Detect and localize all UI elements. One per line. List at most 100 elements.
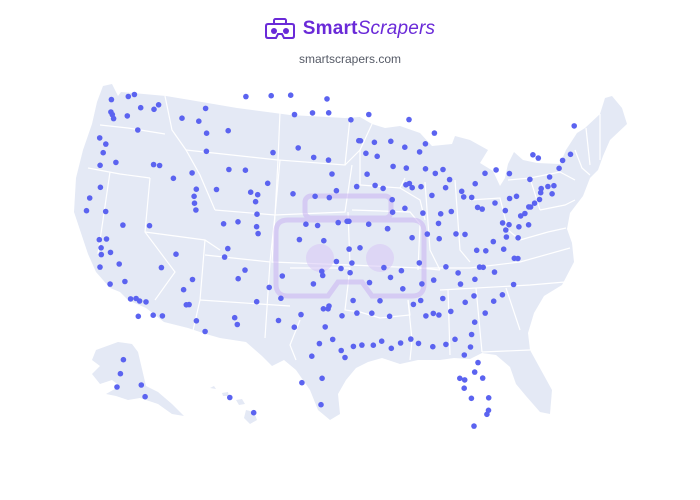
location-marker bbox=[468, 395, 475, 402]
location-marker bbox=[370, 342, 377, 349]
location-marker bbox=[196, 118, 202, 124]
location-marker bbox=[366, 279, 373, 286]
location-marker bbox=[122, 278, 128, 285]
location-marker bbox=[479, 375, 486, 381]
location-marker bbox=[202, 105, 209, 112]
location-marker bbox=[107, 281, 113, 287]
location-marker bbox=[386, 313, 393, 320]
location-marker bbox=[116, 261, 122, 267]
location-marker bbox=[235, 275, 241, 282]
location-marker bbox=[455, 270, 461, 276]
location-marker bbox=[390, 163, 396, 170]
location-marker bbox=[242, 167, 249, 173]
location-marker bbox=[499, 292, 506, 298]
location-marker bbox=[348, 117, 354, 123]
location-marker bbox=[189, 276, 196, 283]
location-marker bbox=[526, 204, 532, 210]
location-marker bbox=[537, 189, 544, 196]
location-marker bbox=[97, 264, 103, 270]
location-marker bbox=[231, 314, 238, 321]
location-marker bbox=[402, 144, 408, 150]
location-marker bbox=[525, 222, 532, 228]
state-border bbox=[264, 261, 271, 339]
location-marker bbox=[326, 194, 333, 201]
location-marker bbox=[378, 338, 385, 345]
location-marker bbox=[309, 353, 315, 360]
location-marker bbox=[135, 127, 141, 133]
location-marker bbox=[538, 185, 544, 192]
location-marker bbox=[319, 268, 325, 275]
location-marker bbox=[202, 328, 208, 335]
state-border bbox=[87, 167, 151, 179]
location-marker bbox=[324, 96, 330, 102]
location-marker bbox=[536, 196, 543, 203]
location-marker bbox=[430, 310, 437, 317]
location-marker bbox=[86, 195, 93, 201]
location-marker bbox=[369, 310, 375, 317]
location-marker bbox=[422, 141, 429, 147]
location-marker bbox=[158, 264, 165, 271]
location-marker bbox=[436, 312, 442, 318]
location-marker bbox=[490, 298, 497, 305]
location-marker bbox=[515, 235, 521, 241]
location-marker bbox=[422, 166, 429, 172]
location-marker bbox=[333, 258, 340, 265]
location-marker bbox=[567, 151, 574, 158]
state-border bbox=[424, 181, 441, 271]
location-marker bbox=[473, 247, 480, 254]
location-marker bbox=[203, 148, 210, 155]
location-marker bbox=[150, 161, 157, 168]
location-marker bbox=[435, 220, 442, 227]
state-border bbox=[481, 349, 531, 353]
location-marker bbox=[429, 192, 435, 199]
location-marker-alaska bbox=[142, 393, 148, 400]
location-marker bbox=[335, 219, 342, 226]
location-marker bbox=[402, 205, 408, 212]
location-marker bbox=[342, 354, 348, 361]
location-marker bbox=[254, 211, 260, 217]
location-marker bbox=[247, 189, 254, 195]
location-marker bbox=[416, 260, 423, 266]
brand-name-bold: Smart bbox=[302, 18, 358, 39]
location-marker bbox=[479, 206, 486, 212]
location-marker bbox=[365, 221, 372, 227]
state-border bbox=[539, 199, 576, 211]
location-marker bbox=[103, 236, 110, 242]
location-marker bbox=[546, 174, 553, 180]
location-marker bbox=[410, 301, 417, 308]
location-marker bbox=[468, 194, 475, 201]
state-border bbox=[447, 289, 451, 356]
location-marker bbox=[96, 236, 103, 243]
location-marker bbox=[321, 237, 327, 244]
location-marker bbox=[416, 149, 423, 155]
state-border bbox=[519, 227, 567, 241]
location-marker bbox=[253, 298, 260, 305]
location-marker bbox=[97, 162, 103, 169]
location-marker bbox=[135, 313, 142, 320]
location-marker bbox=[103, 141, 109, 147]
location-marker bbox=[527, 176, 533, 183]
state-borders bbox=[87, 95, 601, 361]
location-marker bbox=[461, 385, 468, 392]
location-marker bbox=[357, 245, 363, 251]
location-marker bbox=[490, 238, 497, 245]
location-marker bbox=[493, 167, 499, 173]
location-marker bbox=[243, 93, 249, 100]
location-marker bbox=[381, 264, 387, 271]
location-marker bbox=[462, 231, 468, 238]
location-marker bbox=[102, 208, 109, 215]
location-marker bbox=[279, 273, 286, 279]
location-marker bbox=[270, 149, 276, 156]
location-marker bbox=[448, 308, 454, 315]
location-marker bbox=[571, 123, 577, 129]
location-marker bbox=[366, 111, 372, 118]
location-marker bbox=[484, 411, 490, 418]
location-marker bbox=[440, 166, 446, 173]
location-marker bbox=[266, 284, 273, 291]
location-marker bbox=[203, 130, 210, 136]
location-marker bbox=[515, 255, 521, 262]
location-marker bbox=[457, 281, 464, 287]
location-marker bbox=[419, 281, 425, 287]
location-marker bbox=[418, 183, 424, 190]
